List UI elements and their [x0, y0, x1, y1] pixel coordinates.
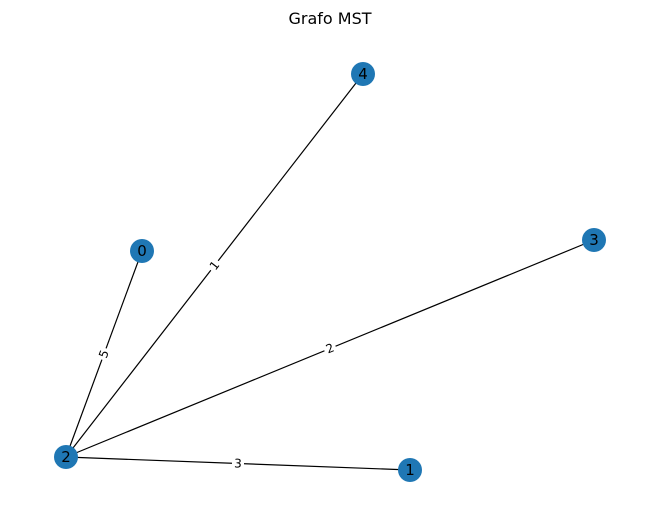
node-2	[54, 445, 78, 469]
edge-label-background	[204, 255, 225, 276]
node-label-3: 3	[589, 231, 599, 249]
graph-title: Grafo MST	[288, 9, 371, 28]
node-0	[130, 239, 154, 263]
edge-weight-label: 3	[234, 456, 242, 470]
edge-label-background	[94, 345, 114, 363]
edge-label-group-2-3: 2	[321, 338, 339, 359]
node-label-2: 2	[61, 448, 71, 466]
node-label-0: 0	[137, 242, 147, 260]
edge-labels-layer: 5 1 2 3	[94, 255, 339, 472]
edge-label-group-2-0: 5	[94, 345, 114, 363]
node-1	[398, 458, 422, 482]
edges-layer	[65, 73, 595, 471]
node-label-4: 4	[358, 65, 368, 83]
node-4	[351, 62, 375, 86]
edge-label-group-2-1: 3	[231, 455, 245, 472]
nodes-layer: 0 1 2 3 4	[54, 62, 606, 482]
edge-label-background	[231, 455, 245, 472]
edge-label-group-2-4: 1	[204, 255, 225, 276]
node-label-1: 1	[405, 461, 415, 479]
edge-label-background	[321, 338, 339, 359]
node-3	[582, 228, 606, 252]
